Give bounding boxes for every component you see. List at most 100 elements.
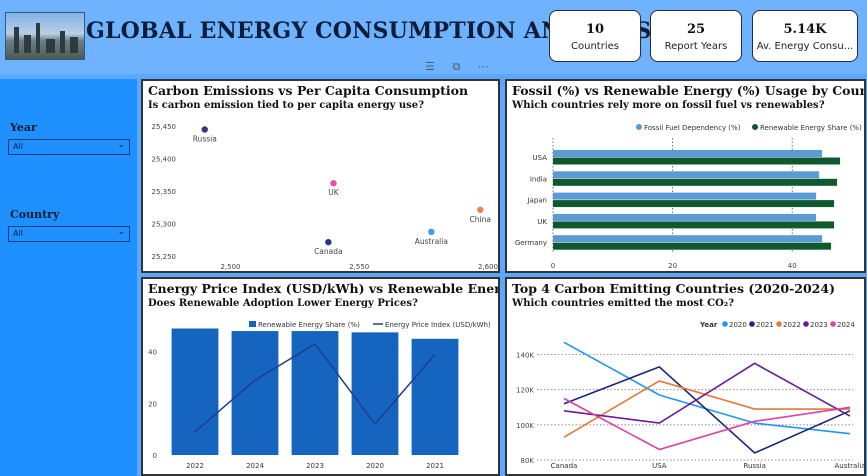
bar	[553, 242, 832, 250]
panel-subtitle: Is carbon emission tied to per capita en…	[148, 100, 425, 111]
point-label: UK	[328, 188, 339, 197]
fossil-renewable-bar-chart: Fossil Fuel Dependency (%) Renewable Ener…	[515, 124, 862, 270]
legend-marker	[749, 321, 755, 327]
year-slicer-dropdown[interactable]: All ⌄	[8, 139, 130, 155]
fossil-renewable-panel[interactable]: Fossil (%) vs Renewable Energy (%) Usage…	[505, 79, 866, 273]
y-tick-label: 80K	[521, 457, 535, 465]
legend-marker	[752, 124, 758, 130]
bar	[553, 221, 835, 229]
series-line	[563, 362, 851, 424]
country-slicer-dropdown[interactable]: All ⌄	[8, 226, 130, 242]
kpi-card-avg-energy[interactable]: 5.14K Av. Energy Consu...	[752, 10, 858, 62]
bar	[553, 157, 841, 165]
legend-marker	[803, 321, 809, 327]
x-category-label: Australia	[835, 462, 864, 470]
y-tick-label: 20	[148, 400, 157, 408]
y-tick-label: 100K	[516, 422, 534, 430]
country-slicer-label: Country	[10, 208, 60, 221]
panel-title: Fossil (%) vs Renewable Energy (%) Usage…	[512, 83, 866, 98]
kpi-label: Report Years	[664, 41, 728, 52]
kpi-value: 5.14K	[783, 22, 827, 37]
x-category-label: 2023	[306, 462, 324, 470]
scatter-point	[325, 238, 332, 246]
y-category-label: USA	[533, 154, 548, 162]
bar	[411, 338, 459, 455]
x-tick-label: 0	[551, 262, 555, 270]
panel-title: Energy Price Index (USD/kWh) vs Renewabl…	[148, 281, 498, 296]
kpi-value: 25	[686, 22, 706, 37]
logo-image	[5, 12, 85, 60]
y-tick-label: 25,250	[152, 253, 177, 261]
x-category-label: 2024	[246, 462, 264, 470]
y-tick-label: 25,300	[152, 220, 177, 228]
point-label: Russia	[193, 134, 217, 143]
price-combo-chart: Renewable Energy Share (%) Energy Price I…	[148, 321, 491, 470]
y-category-label: India	[530, 175, 547, 183]
bar	[553, 178, 838, 186]
legend-label: Renewable Energy Share (%)	[760, 124, 862, 132]
legend-marker	[722, 321, 728, 327]
legend-label: 2023	[810, 321, 828, 329]
scatter-point	[477, 206, 484, 213]
legend-title: Year	[699, 321, 718, 329]
year-slicer-label: Year	[10, 121, 37, 134]
legend-label: Energy Price Index (USD/kWh)	[385, 321, 491, 329]
year-slicer-value: All	[13, 142, 23, 151]
x-tick-label: 2,550	[349, 263, 369, 271]
x-category-label: 2021	[426, 462, 444, 470]
scatter-chart-panel[interactable]: Carbon Emissions vs Per Capita Consumpti…	[141, 79, 500, 273]
legend-marker	[636, 124, 642, 130]
y-tick-label: 25,450	[152, 123, 177, 131]
kpi-label: Av. Energy Consu...	[756, 41, 854, 52]
bar	[291, 331, 339, 455]
top4-emitters-panel[interactable]: Top 4 Carbon Emitting Countries (2020-20…	[505, 277, 866, 476]
legend-label: 2024	[837, 321, 855, 329]
y-tick-label: 140K	[516, 352, 534, 360]
panel-title: Carbon Emissions vs Per Capita Consumpti…	[148, 83, 469, 98]
bar	[553, 171, 820, 179]
focus-mode-icon[interactable]: ⧉	[452, 60, 461, 73]
header: GLOBAL ENERGY CONSUMPTION ANALYSIS 10 Co…	[0, 0, 867, 74]
bar	[231, 331, 279, 455]
legend-marker	[830, 321, 836, 327]
y-tick-label: 40	[148, 349, 157, 357]
point-label: Australia	[415, 237, 448, 246]
series-line	[563, 365, 851, 454]
filter-icon[interactable]: ☰	[425, 60, 435, 73]
bar	[553, 150, 823, 157]
kpi-card-countries[interactable]: 10 Countries	[549, 10, 641, 62]
bar	[553, 192, 817, 200]
point-label: Canada	[314, 247, 343, 256]
more-options-icon[interactable]: ⋯	[477, 60, 489, 73]
legend-marker	[776, 321, 782, 327]
price-renewable-panel[interactable]: Energy Price Index (USD/kWh) vs Renewabl…	[141, 277, 500, 476]
y-category-label: Japan	[526, 197, 547, 205]
x-category-label: 2022	[186, 462, 204, 470]
scatter-point	[330, 180, 337, 187]
panel-subtitle: Does Renewable Adoption Lower Energy Pri…	[148, 298, 418, 309]
series-line	[563, 397, 851, 451]
legend-label: 2022	[783, 321, 801, 329]
x-category-label: Russia	[743, 462, 766, 470]
bar	[351, 332, 399, 455]
chevron-down-icon: ⌄	[117, 140, 125, 150]
legend-label: Fossil Fuel Dependency (%)	[644, 124, 741, 132]
scatter-plot: 25,450 25,400 25,350 25,300 25,250 2,500 2,550…	[152, 123, 499, 271]
chevron-down-icon: ⌄	[117, 227, 125, 237]
visual-toolbar: ☰ ⧉ ⋯	[425, 60, 503, 74]
panel-subtitle: Which countries emitted the most CO₂?	[512, 298, 735, 309]
x-tick-label: 20	[668, 262, 677, 270]
bar	[553, 200, 835, 208]
kpi-value: 10	[585, 22, 605, 37]
y-tick-label: 120K	[516, 387, 534, 395]
scatter-point	[428, 228, 435, 235]
legend-label: 2020	[729, 321, 747, 329]
top4-line-chart: Year 2020 2021 2022 2023 2024 140K 120K 100K 80K C…	[516, 321, 864, 470]
y-tick-label: 25,350	[152, 188, 177, 196]
legend-marker	[249, 321, 256, 327]
bar	[171, 328, 219, 455]
panel-title: Top 4 Carbon Emitting Countries (2020-20…	[512, 281, 835, 296]
panel-subtitle: Which countries rely more on fossil fuel…	[512, 100, 825, 111]
kpi-label: Countries	[571, 41, 619, 52]
kpi-card-report-years[interactable]: 25 Report Years	[650, 10, 742, 62]
